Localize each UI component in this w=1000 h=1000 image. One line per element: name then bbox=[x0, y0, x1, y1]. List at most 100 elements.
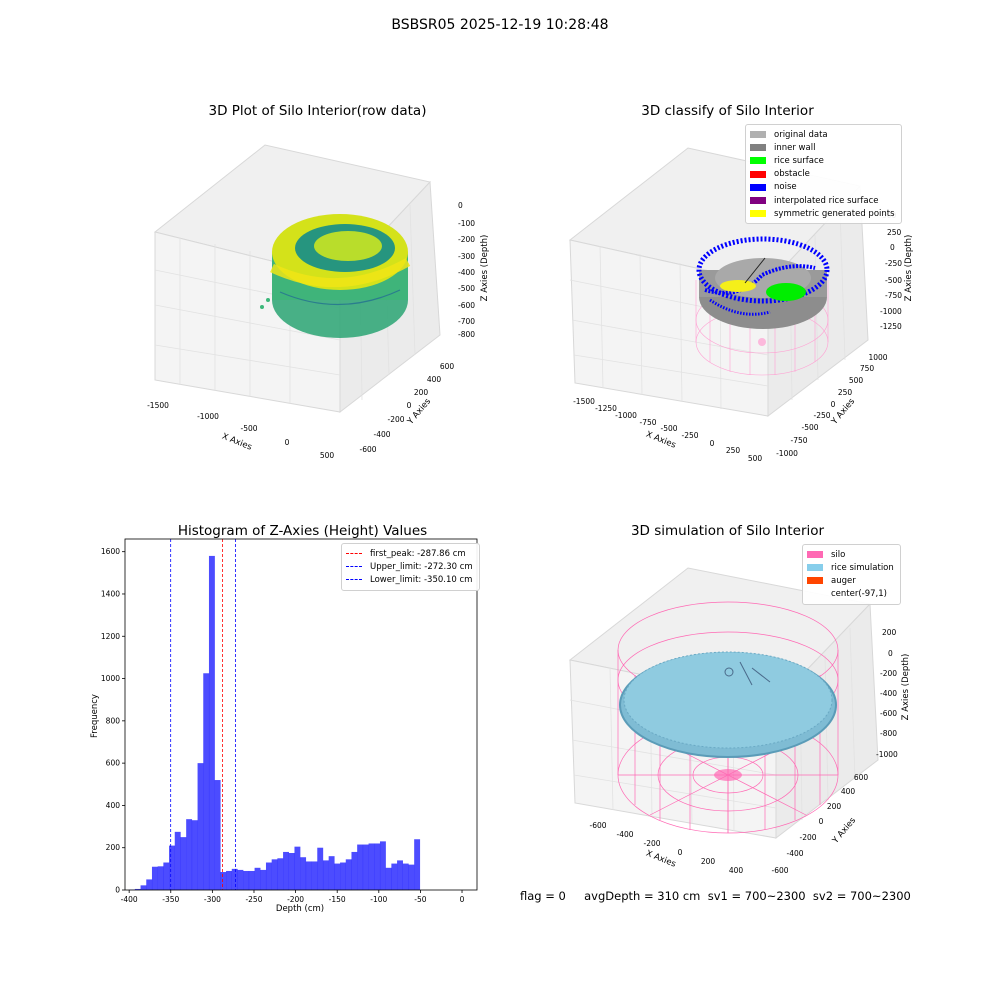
y-tick-label: 800 bbox=[106, 716, 121, 725]
legend-item: Lower_limit: -350.10 cm bbox=[346, 573, 473, 586]
legend-label: symmetric generated points bbox=[774, 208, 895, 219]
histogram-bar bbox=[157, 866, 164, 890]
p2-ztick: -1000 bbox=[880, 307, 902, 316]
p2-ytick: 250 bbox=[838, 388, 853, 397]
legend-item: Upper_limit: -272.30 cm bbox=[346, 560, 473, 573]
legend-item: symmetric generated points bbox=[750, 207, 895, 220]
p1-ztick: -700 bbox=[458, 317, 475, 326]
histogram-bar bbox=[243, 870, 250, 890]
x-tick-label: -200 bbox=[287, 895, 304, 904]
p1-ytick: 0 bbox=[407, 401, 412, 410]
histogram-bar bbox=[288, 852, 295, 890]
histogram-legend: first_peak: -287.86 cm Upper_limit: -272… bbox=[341, 543, 480, 591]
histogram-bar bbox=[328, 856, 335, 890]
p2-xtick: -500 bbox=[660, 424, 677, 433]
p1-ytick: -400 bbox=[373, 430, 390, 439]
legend-swatch bbox=[807, 591, 823, 598]
legend-swatch bbox=[807, 551, 823, 559]
legend-swatch bbox=[750, 157, 766, 165]
histogram-bar bbox=[271, 859, 278, 890]
p4-zlabel: Z Axies (Depth) bbox=[901, 654, 911, 721]
legend-item: first_peak: -287.86 cm bbox=[346, 547, 473, 560]
p2-ztick: -1250 bbox=[880, 322, 902, 331]
legend-item: noise bbox=[750, 181, 895, 194]
histogram-bar bbox=[265, 862, 272, 890]
p1-ztick: -800 bbox=[458, 330, 475, 339]
histogram-bar bbox=[180, 837, 187, 890]
histogram-bar bbox=[351, 851, 358, 890]
p4-ztick: 0 bbox=[888, 649, 893, 658]
legend-item: rice simulation bbox=[807, 561, 894, 574]
p4-ytick: -200 bbox=[799, 833, 816, 842]
x-tick-label: -300 bbox=[204, 895, 221, 904]
p2-xtick: 500 bbox=[748, 454, 763, 463]
p1-ytick: 200 bbox=[414, 388, 429, 397]
p2-xtick: 0 bbox=[710, 439, 715, 448]
p4-ztick: -400 bbox=[880, 689, 897, 698]
histogram-bar bbox=[345, 859, 352, 890]
p2-ztick: -500 bbox=[885, 276, 902, 285]
status-footer: flag = 0 avgDepth = 310 cm sv1 = 700~230… bbox=[520, 889, 911, 903]
panel1-title: 3D Plot of Silo Interior(row data) bbox=[208, 103, 427, 119]
histogram-bar bbox=[340, 862, 346, 890]
histogram-bar bbox=[254, 867, 261, 890]
p4-ztick: 200 bbox=[882, 628, 897, 637]
histogram-bar bbox=[248, 870, 255, 890]
p4-ztick: -800 bbox=[880, 729, 897, 738]
histogram-bar bbox=[311, 861, 318, 890]
p4-ytick: 0 bbox=[819, 817, 824, 826]
p4-xtick: 0 bbox=[678, 848, 683, 857]
histogram-bar bbox=[414, 839, 421, 890]
histogram-bar bbox=[408, 864, 415, 890]
p4-xtick: -200 bbox=[643, 839, 660, 848]
histogram-bar bbox=[385, 867, 392, 890]
histogram-bar bbox=[191, 820, 198, 890]
histogram-bar bbox=[203, 673, 210, 890]
p4-ytick: 400 bbox=[841, 787, 856, 796]
legend-swatch bbox=[750, 144, 766, 152]
x-tick-label: 0 bbox=[460, 895, 465, 904]
x-tick-label: -50 bbox=[414, 895, 426, 904]
legend-line bbox=[346, 553, 362, 555]
legend-item: silo bbox=[807, 548, 894, 561]
legend-label: original data bbox=[774, 129, 828, 140]
p2-ytick: -750 bbox=[790, 436, 807, 445]
histogram-bar bbox=[260, 869, 267, 890]
p2-ztick: 250 bbox=[887, 228, 902, 237]
p2-xtick: -1000 bbox=[615, 411, 637, 420]
histogram-xlabel: Depth (cm) bbox=[276, 904, 324, 914]
histogram-bar bbox=[397, 860, 403, 890]
p1-zlabel: Z Axies (Depth) bbox=[480, 235, 490, 302]
p4-xtick: 400 bbox=[729, 866, 744, 875]
panel2-title: 3D classify of Silo Interior bbox=[641, 103, 814, 119]
legend-swatch bbox=[807, 564, 823, 572]
histogram-bar bbox=[379, 841, 386, 890]
histogram-bar bbox=[283, 851, 289, 890]
p2-ztick: 0 bbox=[890, 243, 895, 252]
p4-ztick: -200 bbox=[880, 669, 897, 678]
histogram-bar bbox=[134, 888, 141, 890]
p2-xtick: -1500 bbox=[573, 397, 595, 406]
legend-item: rice surface bbox=[750, 154, 895, 167]
p4-ytick: 600 bbox=[854, 773, 869, 782]
p1-ztick: -400 bbox=[458, 268, 475, 277]
p1-ytick: -600 bbox=[359, 445, 376, 454]
legend-item: obstacle bbox=[750, 168, 895, 181]
histogram-bar bbox=[334, 863, 341, 890]
histogram-title: Histogram of Z-Axies (Height) Values bbox=[177, 523, 428, 539]
legend-label: Upper_limit: -272.30 cm bbox=[370, 561, 473, 572]
histogram-bar bbox=[186, 819, 193, 890]
histogram-bar bbox=[322, 860, 329, 890]
p1-ztick: 0 bbox=[458, 201, 463, 210]
y-tick-label: 600 bbox=[106, 759, 121, 768]
histogram-bar bbox=[231, 868, 238, 890]
legend-label: center(-97,1) bbox=[831, 589, 887, 600]
p1-ztick: -600 bbox=[458, 301, 475, 310]
p2-xtick: 250 bbox=[726, 446, 741, 455]
p1-xtick: -500 bbox=[240, 424, 257, 433]
y-tick-label: 400 bbox=[106, 801, 121, 810]
legend-item: original data bbox=[750, 128, 895, 141]
